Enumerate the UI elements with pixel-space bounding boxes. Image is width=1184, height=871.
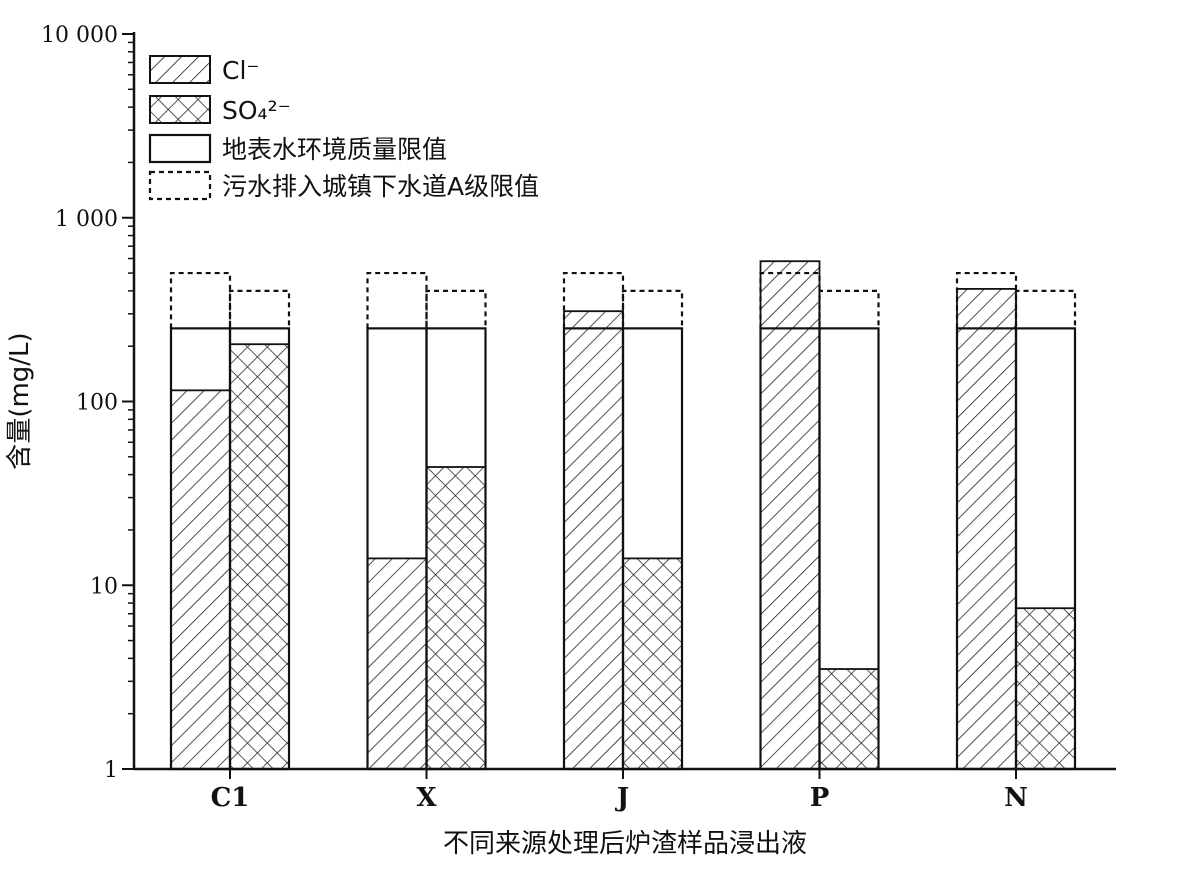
bar-p-so4 <box>818 668 880 770</box>
y-tick-label: 10 <box>90 574 118 599</box>
y-tick-label: 10 000 <box>41 23 118 48</box>
sewer-limit-n-so4 <box>1014 289 1077 329</box>
legend-label-cl: Cl⁻ <box>222 56 260 85</box>
limits-layer <box>169 271 1077 771</box>
x-tick-label-n: N <box>1004 783 1028 813</box>
sewer-limit-j-so4 <box>621 289 684 329</box>
x-axis-label: 不同来源处理后炉渣样品浸出液 <box>443 829 807 859</box>
sewer-limit-x-cl <box>366 271 428 329</box>
legend-swatch-sewer-limit <box>148 170 212 201</box>
legend: Cl⁻ SO₄²⁻ 地表水环境质量限值 污水排入城镇下水道A级限值 <box>148 55 539 201</box>
bars-layer <box>170 260 1076 770</box>
bar-n-cl <box>956 288 1017 770</box>
bar-j-so4 <box>622 557 683 770</box>
y-axis-label: 含量(mg/L) <box>5 332 35 469</box>
bar-p-cl <box>759 260 821 770</box>
sewer-limit-c1-so4 <box>228 289 291 329</box>
x-tick-label-p: P <box>810 783 830 813</box>
legend-label-sewer-limit: 污水排入城镇下水道A级限值 <box>222 172 539 201</box>
y-tick-label: 100 <box>76 391 118 416</box>
bar-j-cl <box>563 310 624 770</box>
sewer-limit-c1-cl <box>169 271 232 329</box>
sewer-limit-p-cl <box>759 271 821 329</box>
x-tick-label-j: J <box>615 783 629 813</box>
legend-swatch-surface-limit <box>148 133 212 164</box>
legend-label-surface-limit: 地表水环境质量限值 <box>222 135 447 164</box>
y-tick-label: 1 <box>104 758 118 783</box>
legend-swatch-so4 <box>149 95 211 124</box>
sewer-limit-x-so4 <box>425 289 487 329</box>
y-ticks: 1 10 100 1 000 10 000 <box>41 23 134 783</box>
bar-c1-so4 <box>229 343 290 770</box>
legend-label-so4: SO₄²⁻ <box>222 96 291 125</box>
x-tick-label-x: X <box>416 783 437 813</box>
bar-x-so4 <box>425 466 487 770</box>
sewer-limit-j-cl <box>562 271 625 329</box>
bar-n-so4 <box>1015 607 1076 770</box>
x-tick-label-c1: C1 <box>211 783 250 813</box>
plot-area <box>169 260 1077 771</box>
sewer-limit-p-so4 <box>818 289 880 329</box>
bar-c1-cl <box>170 389 231 770</box>
bar-x-cl <box>366 557 428 770</box>
y-tick-label: 1 000 <box>55 207 118 232</box>
sewer-limit-n-cl <box>955 271 1018 329</box>
legend-swatch-cl <box>149 55 211 84</box>
axes: 1 10 100 1 000 10 000 C1 X J P N 含量(mg/L) 不同来源处理… <box>5 23 1116 859</box>
x-ticks: C1 X J P N <box>211 769 1028 813</box>
